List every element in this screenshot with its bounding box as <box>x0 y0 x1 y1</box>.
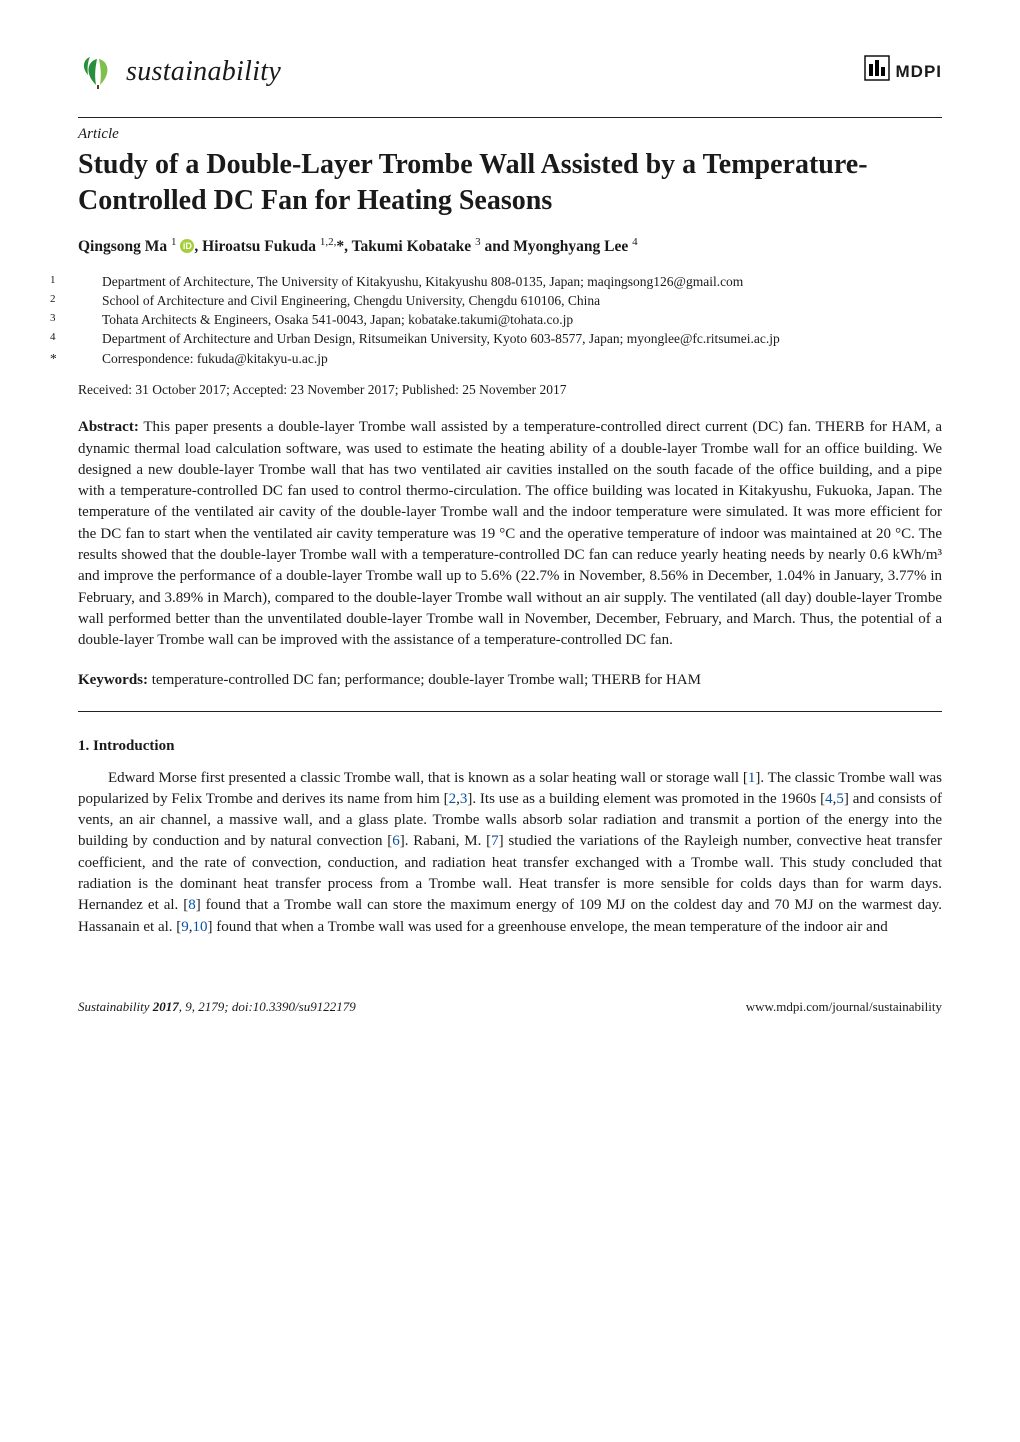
keywords-label: Keywords: <box>78 672 148 688</box>
leaves-icon <box>78 55 118 89</box>
publisher-logo: MDPI <box>864 55 943 89</box>
article-dates: Received: 31 October 2017; Accepted: 23 … <box>78 380 942 400</box>
article-title: Study of a Double-Layer Trombe Wall Assi… <box>78 147 942 219</box>
article-type: Article <box>78 124 942 146</box>
page-header: sustainability MDPI <box>78 52 942 93</box>
page-footer: Sustainability 2017, 9, 2179; doi:10.339… <box>78 998 942 1017</box>
divider <box>78 711 942 712</box>
affiliation-item: 4Department of Architecture and Urban De… <box>106 330 942 348</box>
affil-text: Tohata Architects & Engineers, Osaka 541… <box>102 312 573 327</box>
corr-marker: * <box>78 350 102 368</box>
affiliation-item: 2School of Architecture and Civil Engine… <box>106 292 942 310</box>
affiliation-item: 3Tohata Architects & Engineers, Osaka 54… <box>106 311 942 329</box>
corr-text: Correspondence: fukuda@kitakyu-u.ac.jp <box>102 351 328 366</box>
affil-marker: 3 <box>78 311 102 326</box>
correspondence-item: *Correspondence: fukuda@kitakyu-u.ac.jp <box>106 350 942 368</box>
abstract-text: This paper presents a double-layer Tromb… <box>78 419 942 648</box>
journal-logo: sustainability <box>78 52 281 93</box>
affil-text: School of Architecture and Civil Enginee… <box>102 293 600 308</box>
affil-marker: 1 <box>78 273 102 288</box>
footer-url: www.mdpi.com/journal/sustainability <box>746 998 942 1017</box>
footer-citation: Sustainability 2017, 9, 2179; doi:10.339… <box>78 998 356 1017</box>
affil-marker: 4 <box>78 330 102 345</box>
keywords: Keywords: temperature-controlled DC fan;… <box>78 670 942 691</box>
publisher-name: MDPI <box>896 60 943 85</box>
divider <box>78 117 942 118</box>
affil-marker: 2 <box>78 292 102 307</box>
affiliation-item: 1Department of Architecture, The Univers… <box>106 273 942 291</box>
mdpi-mark-icon <box>864 55 890 89</box>
abstract: Abstract: This paper presents a double-l… <box>78 417 942 651</box>
abstract-label: Abstract: <box>78 419 139 435</box>
affil-text: Department of Architecture, The Universi… <box>102 274 743 289</box>
author-list: Qingsong Ma 1 iD, Hiroatsu Fukuda 1,2,*,… <box>78 235 942 259</box>
keywords-text: temperature-controlled DC fan; performan… <box>152 672 701 688</box>
journal-name: sustainability <box>126 52 281 93</box>
section-heading: 1. Introduction <box>78 736 942 758</box>
affiliation-list: 1Department of Architecture, The Univers… <box>78 273 942 368</box>
affil-text: Department of Architecture and Urban Des… <box>102 331 780 346</box>
body-paragraph: Edward Morse first presented a classic T… <box>78 768 942 938</box>
orcid-icon: iD <box>180 239 194 253</box>
